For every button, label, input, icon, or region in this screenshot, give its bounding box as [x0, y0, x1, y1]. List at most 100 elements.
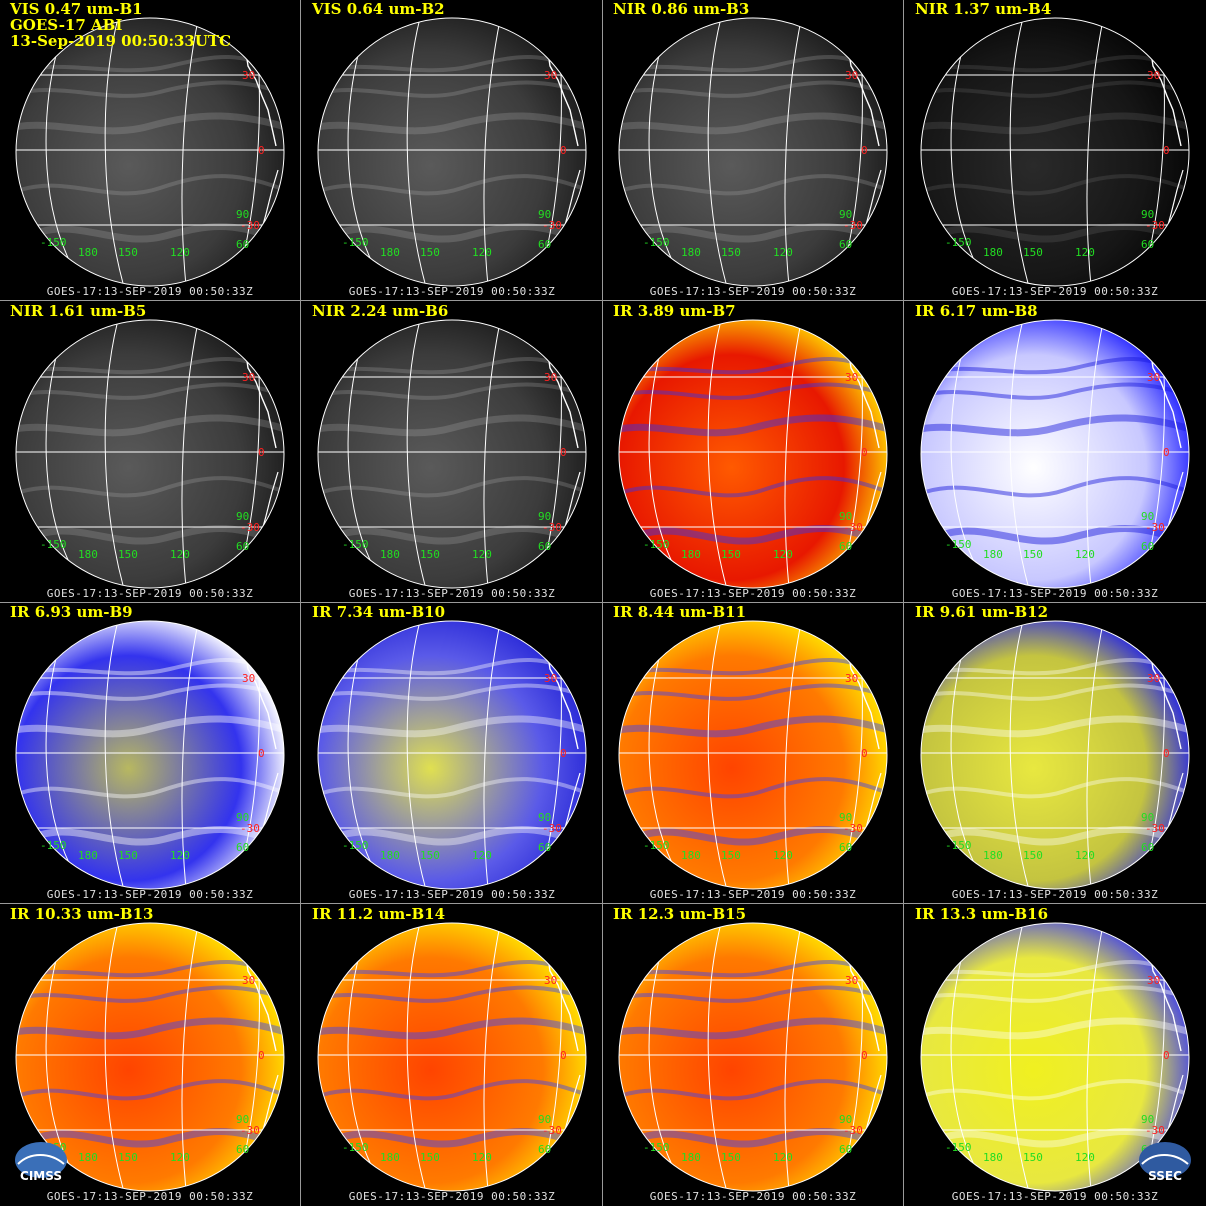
longitude-label: 150 — [721, 849, 741, 862]
band-panel: 30 0 -30 -150 180 150 120 60 90 NIR 0.86 um-B3 GOE… — [603, 0, 903, 300]
panel-timestamp-footer: GOES-17:13-SEP-2019 00:50:33Z — [348, 888, 556, 901]
band-panel: 30 0 -30 -150 180 150 120 60 90 IR 11.2 um-B14 GOE… — [302, 905, 602, 1205]
band-panel: 30 0 -30 -150 180 150 120 60 90 VIS 0.47 um-B1 GOE… — [0, 0, 300, 300]
band-title: NIR 0.86 um-B3 — [613, 0, 750, 18]
longitude-label: 90 — [538, 1113, 551, 1126]
longitude-label: 60 — [839, 238, 852, 251]
longitude-label: 90 — [839, 1113, 852, 1126]
panel-divider — [0, 602, 1206, 603]
band-title: IR 3.89 um-B7 — [613, 302, 736, 320]
band-title: IR 8.44 um-B11 — [613, 603, 747, 621]
scan-time-label: 13-Sep-2019 00:50:33UTC — [10, 32, 232, 50]
latitude-label: -30 — [240, 521, 260, 534]
longitude-label: 180 — [78, 1151, 98, 1164]
longitude-label: 150 — [118, 246, 138, 259]
band-panel: 30 0 -30 -150 180 150 120 60 90 IR 3.89 um-B7 GOES… — [603, 302, 903, 602]
longitude-label: 120 — [472, 849, 492, 862]
latitude-label: -30 — [240, 1124, 260, 1137]
longitude-label: -150 — [342, 1141, 369, 1154]
latitude-label: -30 — [542, 822, 562, 835]
longitude-label: 150 — [721, 548, 741, 561]
longitude-label: 90 — [236, 811, 249, 824]
longitude-label: 60 — [538, 841, 551, 854]
longitude-label: 150 — [420, 1151, 440, 1164]
longitude-label: -150 — [643, 1141, 670, 1154]
band-title: IR 13.3 um-B16 — [915, 905, 1049, 923]
longitude-label: 180 — [380, 849, 400, 862]
latitude-label: -30 — [240, 822, 260, 835]
band-title: IR 12.3 um-B15 — [613, 905, 747, 923]
latitude-label: -30 — [542, 219, 562, 232]
longitude-label: 180 — [983, 548, 1003, 561]
longitude-label: 180 — [78, 548, 98, 561]
longitude-label: 90 — [1141, 208, 1154, 221]
longitude-label: 150 — [420, 246, 440, 259]
latitude-label: 0 — [560, 446, 567, 459]
longitude-label: 60 — [236, 1143, 249, 1156]
longitude-label: 150 — [420, 548, 440, 561]
satellite-instrument-label: GOES-17 ABI — [10, 16, 123, 34]
longitude-label: 60 — [839, 1143, 852, 1156]
longitude-label: 150 — [118, 1151, 138, 1164]
latitude-label: 30 — [845, 672, 858, 685]
longitude-label: 150 — [1023, 548, 1043, 561]
longitude-label: 180 — [681, 246, 701, 259]
longitude-label: -150 — [643, 538, 670, 551]
band-title: IR 6.17 um-B8 — [915, 302, 1038, 320]
latitude-label: 0 — [258, 1049, 265, 1062]
panel-timestamp-footer: GOES-17:13-SEP-2019 00:50:33Z — [46, 285, 254, 298]
panel-timestamp-footer: GOES-17:13-SEP-2019 00:50:33Z — [951, 587, 1159, 600]
latitude-label: 30 — [845, 974, 858, 987]
longitude-label: 90 — [236, 510, 249, 523]
latitude-label: 0 — [258, 446, 265, 459]
longitude-label: 120 — [773, 548, 793, 561]
longitude-label: 90 — [1141, 811, 1154, 824]
latitude-label: -30 — [1145, 1124, 1165, 1137]
longitude-label: 180 — [983, 246, 1003, 259]
longitude-label: 60 — [1141, 841, 1154, 854]
longitude-label: 180 — [983, 849, 1003, 862]
latitude-label: 0 — [1163, 747, 1170, 760]
longitude-label: 90 — [538, 208, 551, 221]
latitude-label: 30 — [242, 974, 255, 987]
band-title: IR 11.2 um-B14 — [312, 905, 446, 923]
longitude-label: 90 — [839, 811, 852, 824]
longitude-label: 180 — [380, 246, 400, 259]
latitude-label: 30 — [544, 672, 557, 685]
panel-timestamp-footer: GOES-17:13-SEP-2019 00:50:33Z — [348, 587, 556, 600]
longitude-label: 90 — [1141, 1113, 1154, 1126]
latitude-label: 30 — [242, 672, 255, 685]
panel-timestamp-footer: GOES-17:13-SEP-2019 00:50:33Z — [649, 888, 857, 901]
longitude-label: 150 — [1023, 849, 1043, 862]
latitude-label: 30 — [242, 371, 255, 384]
longitude-label: -150 — [643, 839, 670, 852]
panel-timestamp-footer: GOES-17:13-SEP-2019 00:50:33Z — [951, 285, 1159, 298]
longitude-label: 180 — [380, 548, 400, 561]
longitude-label: -150 — [40, 839, 67, 852]
band-title: NIR 2.24 um-B6 — [312, 302, 449, 320]
ssec-logo: SSEC — [1134, 1140, 1196, 1190]
band-panel: 30 0 -30 -150 180 150 120 60 90 IR 12.3 um-B15 GOE… — [603, 905, 903, 1205]
longitude-label: 90 — [538, 811, 551, 824]
longitude-label: 150 — [118, 849, 138, 862]
longitude-label: 120 — [1075, 849, 1095, 862]
longitude-label: 120 — [170, 849, 190, 862]
longitude-label: 60 — [538, 540, 551, 553]
panel-timestamp-footer: GOES-17:13-SEP-2019 00:50:33Z — [46, 888, 254, 901]
longitude-label: 120 — [773, 246, 793, 259]
longitude-label: 60 — [839, 540, 852, 553]
latitude-label: -30 — [1145, 521, 1165, 534]
latitude-label: -30 — [843, 219, 863, 232]
panel-timestamp-footer: GOES-17:13-SEP-2019 00:50:33Z — [951, 1190, 1159, 1203]
longitude-label: 180 — [681, 849, 701, 862]
band-title: NIR 1.37 um-B4 — [915, 0, 1052, 18]
longitude-label: 120 — [1075, 548, 1095, 561]
longitude-label: 120 — [472, 1151, 492, 1164]
